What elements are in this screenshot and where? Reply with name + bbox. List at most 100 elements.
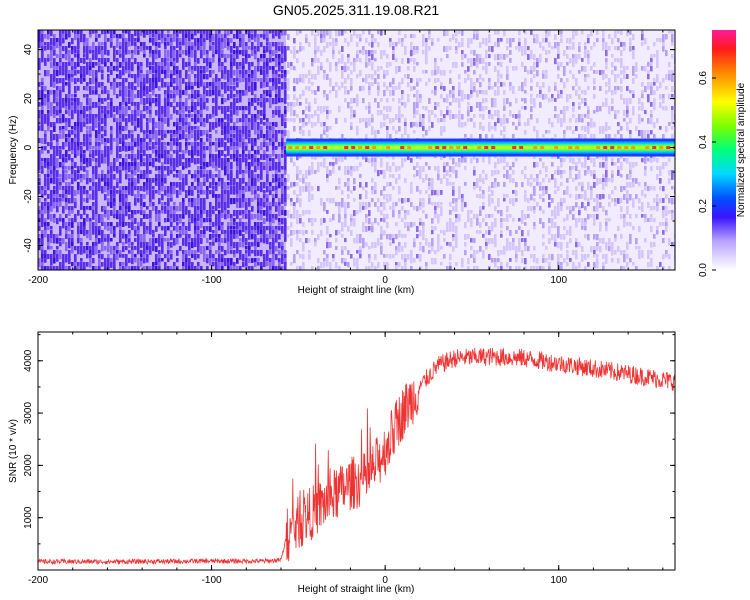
heatmap-cell — [359, 86, 362, 92]
heatmap-cell — [485, 106, 488, 110]
heatmap-cell — [104, 234, 107, 240]
heatmap-cell — [437, 242, 440, 247]
heatmap-cell — [188, 34, 191, 39]
heatmap-cell — [494, 206, 497, 212]
heatmap-cell — [275, 190, 278, 195]
heatmap-cell — [461, 90, 464, 95]
heatmap-cell — [44, 158, 47, 164]
heatmap-cell — [161, 150, 164, 155]
heatmap-cell — [122, 166, 125, 171]
heatmap-cell — [122, 262, 125, 266]
heatmap-cell — [467, 234, 470, 239]
heatmap-cell — [284, 218, 287, 225]
heatmap-cell — [77, 146, 80, 151]
heatmap-cell — [281, 150, 284, 154]
heatmap-cell — [185, 90, 188, 96]
heatmap-cell — [59, 162, 62, 168]
heatmap-cell — [236, 30, 239, 37]
heatmap-cell — [398, 262, 401, 268]
heatmap-cell — [305, 238, 308, 244]
heatmap-cell — [296, 114, 299, 118]
heatmap-cell — [203, 162, 206, 167]
heatmap-cell — [350, 86, 353, 91]
heatmap-cell — [491, 126, 494, 130]
heatmap-cell — [404, 262, 407, 268]
heatmap-cell — [401, 114, 404, 118]
heatmap-cell — [62, 126, 65, 130]
heatmap-cell — [194, 266, 197, 270]
heatmap-cell — [200, 202, 203, 208]
heatmap-cell — [275, 194, 278, 199]
heatmap-cell — [119, 254, 122, 258]
heatmap-cell — [113, 138, 116, 142]
heatmap-cell — [365, 54, 368, 59]
heatmap-cell — [482, 38, 485, 45]
heatmap-cell — [476, 218, 479, 224]
heatmap-cell — [197, 198, 200, 204]
heatmap-cell — [113, 230, 116, 235]
heatmap-cell — [278, 206, 281, 211]
heatmap-cell — [44, 202, 47, 208]
heatmap-cell — [494, 30, 497, 35]
heatmap-cell — [152, 234, 155, 238]
heatmap-cell — [176, 170, 179, 174]
heatmap-cell — [353, 62, 356, 67]
heatmap-cell — [182, 162, 185, 168]
heatmap-cell — [80, 114, 83, 120]
heatmap-cell — [44, 190, 47, 196]
heatmap-cell — [107, 150, 110, 157]
heatmap-cell — [110, 190, 113, 197]
heatmap-cell — [260, 186, 263, 193]
heatmap-cell — [257, 210, 260, 214]
heatmap-cell — [41, 254, 44, 260]
heatmap-cell — [296, 170, 299, 177]
heatmap-cell — [257, 222, 260, 228]
heatmap-cell — [83, 154, 86, 160]
heatmap-cell — [71, 114, 74, 120]
heatmap-cell — [323, 122, 326, 128]
heatmap-cell — [401, 58, 404, 64]
heatmap-cell — [368, 118, 371, 124]
heatmap-cell — [479, 210, 482, 217]
heatmap-cell — [170, 38, 173, 44]
heatmap-cell — [398, 106, 401, 113]
heatmap-cell — [494, 66, 497, 73]
heatmap-cell — [77, 58, 80, 62]
heatmap-cell — [185, 74, 188, 79]
heatmap-cell — [197, 174, 200, 180]
heatmap-cell — [425, 46, 428, 53]
heatmap-cell — [275, 162, 278, 168]
heatmap-cell — [80, 142, 83, 146]
figure-title: GN05.2025.311.19.08.R21 — [273, 2, 440, 18]
heatmap-cell — [197, 182, 200, 188]
heatmap-cell — [251, 198, 254, 202]
heatmap-cell — [65, 174, 68, 181]
heatmap-cell — [452, 114, 455, 119]
heatmap-cell — [230, 74, 233, 81]
heatmap-cell — [185, 142, 188, 149]
heatmap-cell — [380, 162, 383, 168]
heatmap-cell — [245, 210, 248, 215]
heatmap-cell — [236, 214, 239, 219]
heatmap-cell — [200, 186, 203, 191]
heatmap-cell — [83, 174, 86, 180]
heatmap-cell — [152, 126, 155, 132]
heatmap-cell — [410, 190, 413, 194]
heatmap-cell — [137, 78, 140, 85]
heatmap-cell — [272, 246, 275, 253]
heatmap-cell — [290, 118, 293, 122]
heatmap-cell — [395, 66, 398, 71]
heatmap-cell — [419, 222, 422, 226]
heatmap-cell — [500, 62, 503, 68]
heatmap-cell — [92, 78, 95, 85]
heatmap-cell — [221, 98, 224, 105]
heatmap-cell — [41, 38, 44, 43]
heatmap-cell — [395, 70, 398, 74]
heatmap-cell — [209, 162, 212, 167]
heatmap-cell — [230, 46, 233, 51]
heatmap-cell — [38, 198, 41, 204]
heatmap-cell — [191, 98, 194, 103]
heatmap-cell — [101, 54, 104, 59]
heatmap-cell — [137, 174, 140, 180]
heatmap-cell — [278, 174, 281, 179]
